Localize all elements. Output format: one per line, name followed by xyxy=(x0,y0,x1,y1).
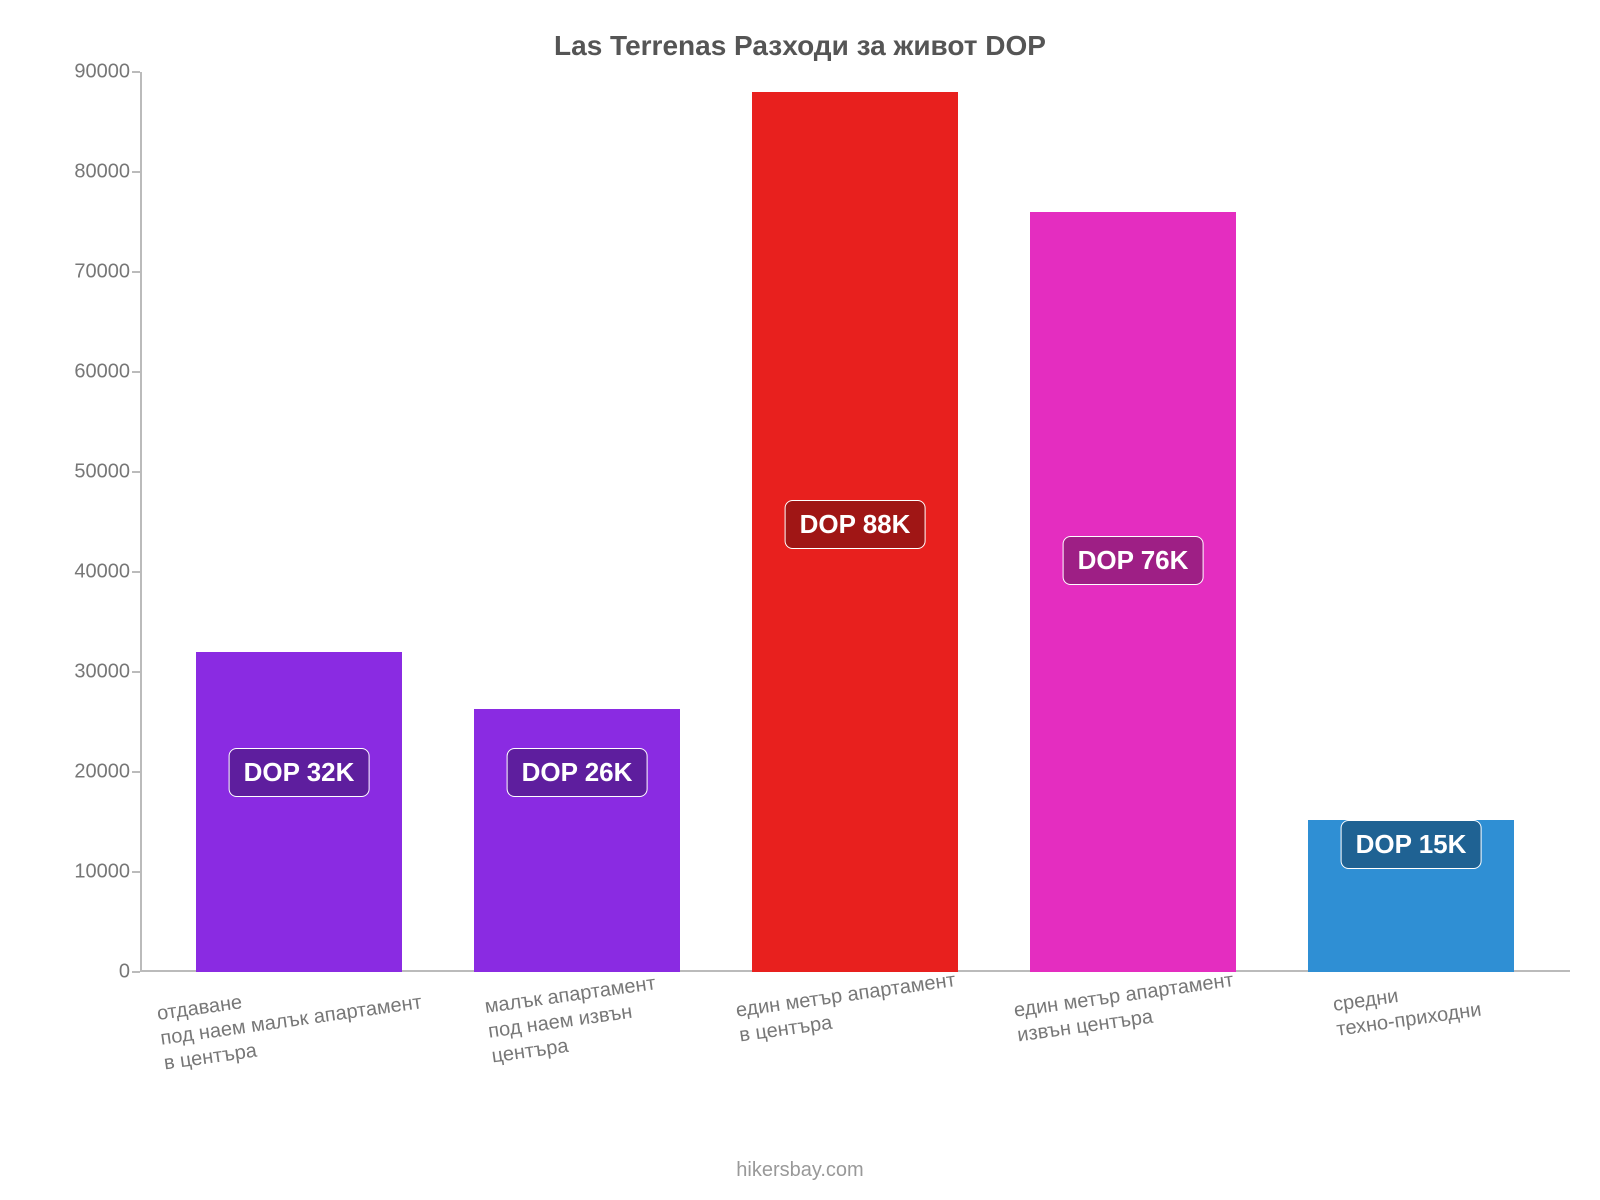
y-tick-label: 30000 xyxy=(74,661,140,684)
y-tick-label: 10000 xyxy=(74,861,140,884)
bar-value-badge: DOP 32K xyxy=(229,748,370,797)
y-tick-label: 70000 xyxy=(74,261,140,284)
y-tick-label: 50000 xyxy=(74,461,140,484)
plot-area: DOP 32KDOP 26KDOP 88KDOP 76KDOP 15K отда… xyxy=(140,72,1570,972)
y-tick-mark xyxy=(132,671,140,673)
x-axis-label: един метър апартамент извън центъра xyxy=(1012,968,1238,1048)
bar-slot: DOP 26K xyxy=(438,72,716,972)
x-axis-label: отдаване под наем малък апартамент в цен… xyxy=(155,965,426,1076)
y-tick-label: 80000 xyxy=(74,161,140,184)
chart-container: Las Terrenas Разходи за живот DOP DOP 32… xyxy=(0,0,1600,1200)
y-tick-mark xyxy=(132,371,140,373)
bar xyxy=(196,652,402,972)
y-tick-mark xyxy=(132,471,140,473)
y-tick-label: 60000 xyxy=(74,361,140,384)
bar-slot: DOP 32K xyxy=(160,72,438,972)
bar-slot: DOP 15K xyxy=(1272,72,1550,972)
attribution-text: hikersbay.com xyxy=(0,1159,1600,1182)
bar-value-badge: DOP 88K xyxy=(785,500,926,549)
y-tick-mark xyxy=(132,971,140,973)
x-axis-label: един метър апартамент в центъра xyxy=(734,968,960,1048)
bar-slot: DOP 88K xyxy=(716,72,994,972)
y-tick-mark xyxy=(132,871,140,873)
bar xyxy=(1030,212,1236,972)
bar-value-badge: DOP 76K xyxy=(1063,536,1204,585)
y-tick-label: 20000 xyxy=(74,761,140,784)
bar-value-badge: DOP 26K xyxy=(507,748,648,797)
x-axis-label: малък апартамент под наем извън центъра xyxy=(483,971,664,1069)
y-tick-mark xyxy=(132,271,140,273)
bar-value-badge: DOP 15K xyxy=(1341,820,1482,869)
x-axis-label: средни техно-приходни xyxy=(1332,973,1483,1043)
y-tick-label: 40000 xyxy=(74,561,140,584)
chart-title: Las Terrenas Разходи за живот DOP xyxy=(40,30,1560,62)
y-tick-mark xyxy=(132,571,140,573)
y-tick-label: 90000 xyxy=(74,61,140,84)
bars-group: DOP 32K DOP 26K DOP 88K DOP 76K DOP 15K xyxy=(140,72,1570,972)
y-tick-mark xyxy=(132,171,140,173)
y-tick-mark xyxy=(132,71,140,73)
y-tick-mark xyxy=(132,771,140,773)
bar-slot: DOP 76K xyxy=(994,72,1272,972)
